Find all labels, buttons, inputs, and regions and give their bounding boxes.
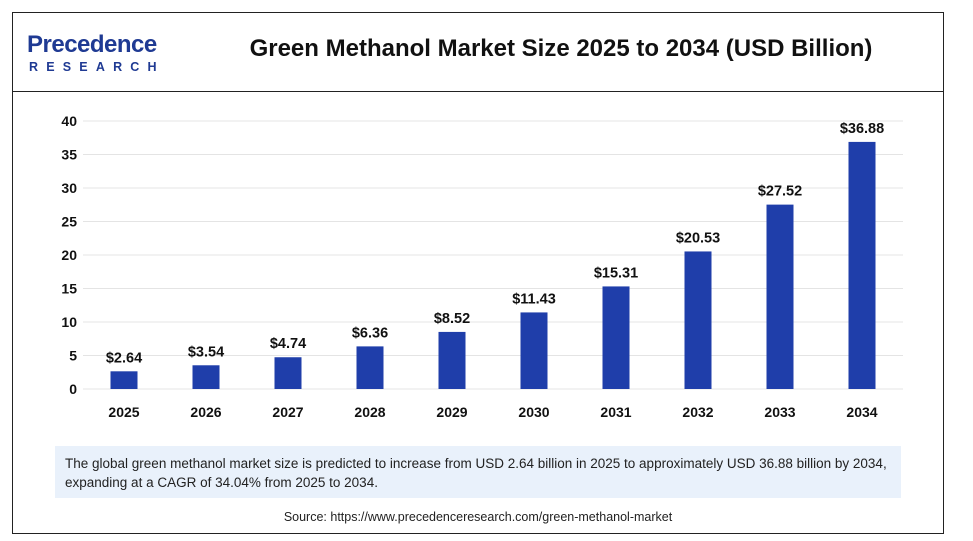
x-tick-label: 2034: [846, 404, 877, 420]
y-tick-label: 15: [61, 281, 77, 297]
precedence-research-logo: Precedence RESEARCH: [27, 31, 167, 77]
data-label: $8.52: [434, 311, 470, 327]
bar: [110, 371, 138, 389]
x-tick-label: 2028: [354, 404, 385, 420]
bar: [684, 251, 712, 389]
infographic-frame: Precedence RESEARCH Green Methanol Marke…: [12, 12, 944, 534]
y-tick-label: 20: [61, 247, 77, 263]
y-tick-label: 10: [61, 314, 77, 330]
x-tick-label: 2031: [600, 404, 631, 420]
data-label: $20.53: [676, 230, 720, 246]
data-label: $36.88: [840, 121, 884, 137]
x-tick-label: 2026: [190, 404, 221, 420]
x-tick-label: 2029: [436, 404, 467, 420]
y-tick-label: 30: [61, 180, 77, 196]
data-label: $15.31: [594, 265, 638, 281]
data-label: $2.64: [106, 350, 142, 366]
x-tick-label: 2033: [764, 404, 795, 420]
bar: [520, 312, 548, 389]
bar: [766, 204, 794, 389]
y-tick-label: 35: [61, 147, 77, 163]
data-label: $3.54: [188, 344, 224, 360]
source-citation: Source: https://www.precedenceresearch.c…: [283, 510, 673, 524]
bar: [438, 331, 466, 389]
y-tick-label: 25: [61, 214, 77, 230]
x-tick-label: 2025: [108, 404, 139, 420]
bar: [192, 365, 220, 389]
data-label: $11.43: [512, 291, 556, 307]
logo-wordmark: Precedence: [27, 31, 157, 58]
logo-subtext: RESEARCH: [29, 60, 165, 74]
y-tick-label: 40: [61, 113, 77, 129]
x-tick-label: 2027: [272, 404, 303, 420]
bar: [848, 141, 876, 389]
y-tick-label: 5: [69, 348, 77, 364]
bar-chart: 0510152025303540$2.642025$3.542026$4.742…: [61, 113, 903, 420]
header-divider: [13, 91, 943, 92]
data-label: $6.36: [352, 325, 388, 341]
summary-caption: The global green methanol market size is…: [55, 446, 901, 498]
bar: [356, 346, 384, 389]
header: Precedence RESEARCH Green Methanol Marke…: [13, 13, 943, 91]
x-tick-label: 2032: [682, 404, 713, 420]
y-tick-label: 0: [69, 381, 77, 397]
data-label: $27.52: [758, 184, 802, 200]
data-label: $4.74: [270, 336, 306, 352]
x-tick-label: 2030: [518, 404, 549, 420]
chart-title: Green Methanol Market Size 2025 to 2034 …: [249, 35, 873, 62]
bar: [602, 286, 630, 389]
bar: [274, 357, 302, 389]
